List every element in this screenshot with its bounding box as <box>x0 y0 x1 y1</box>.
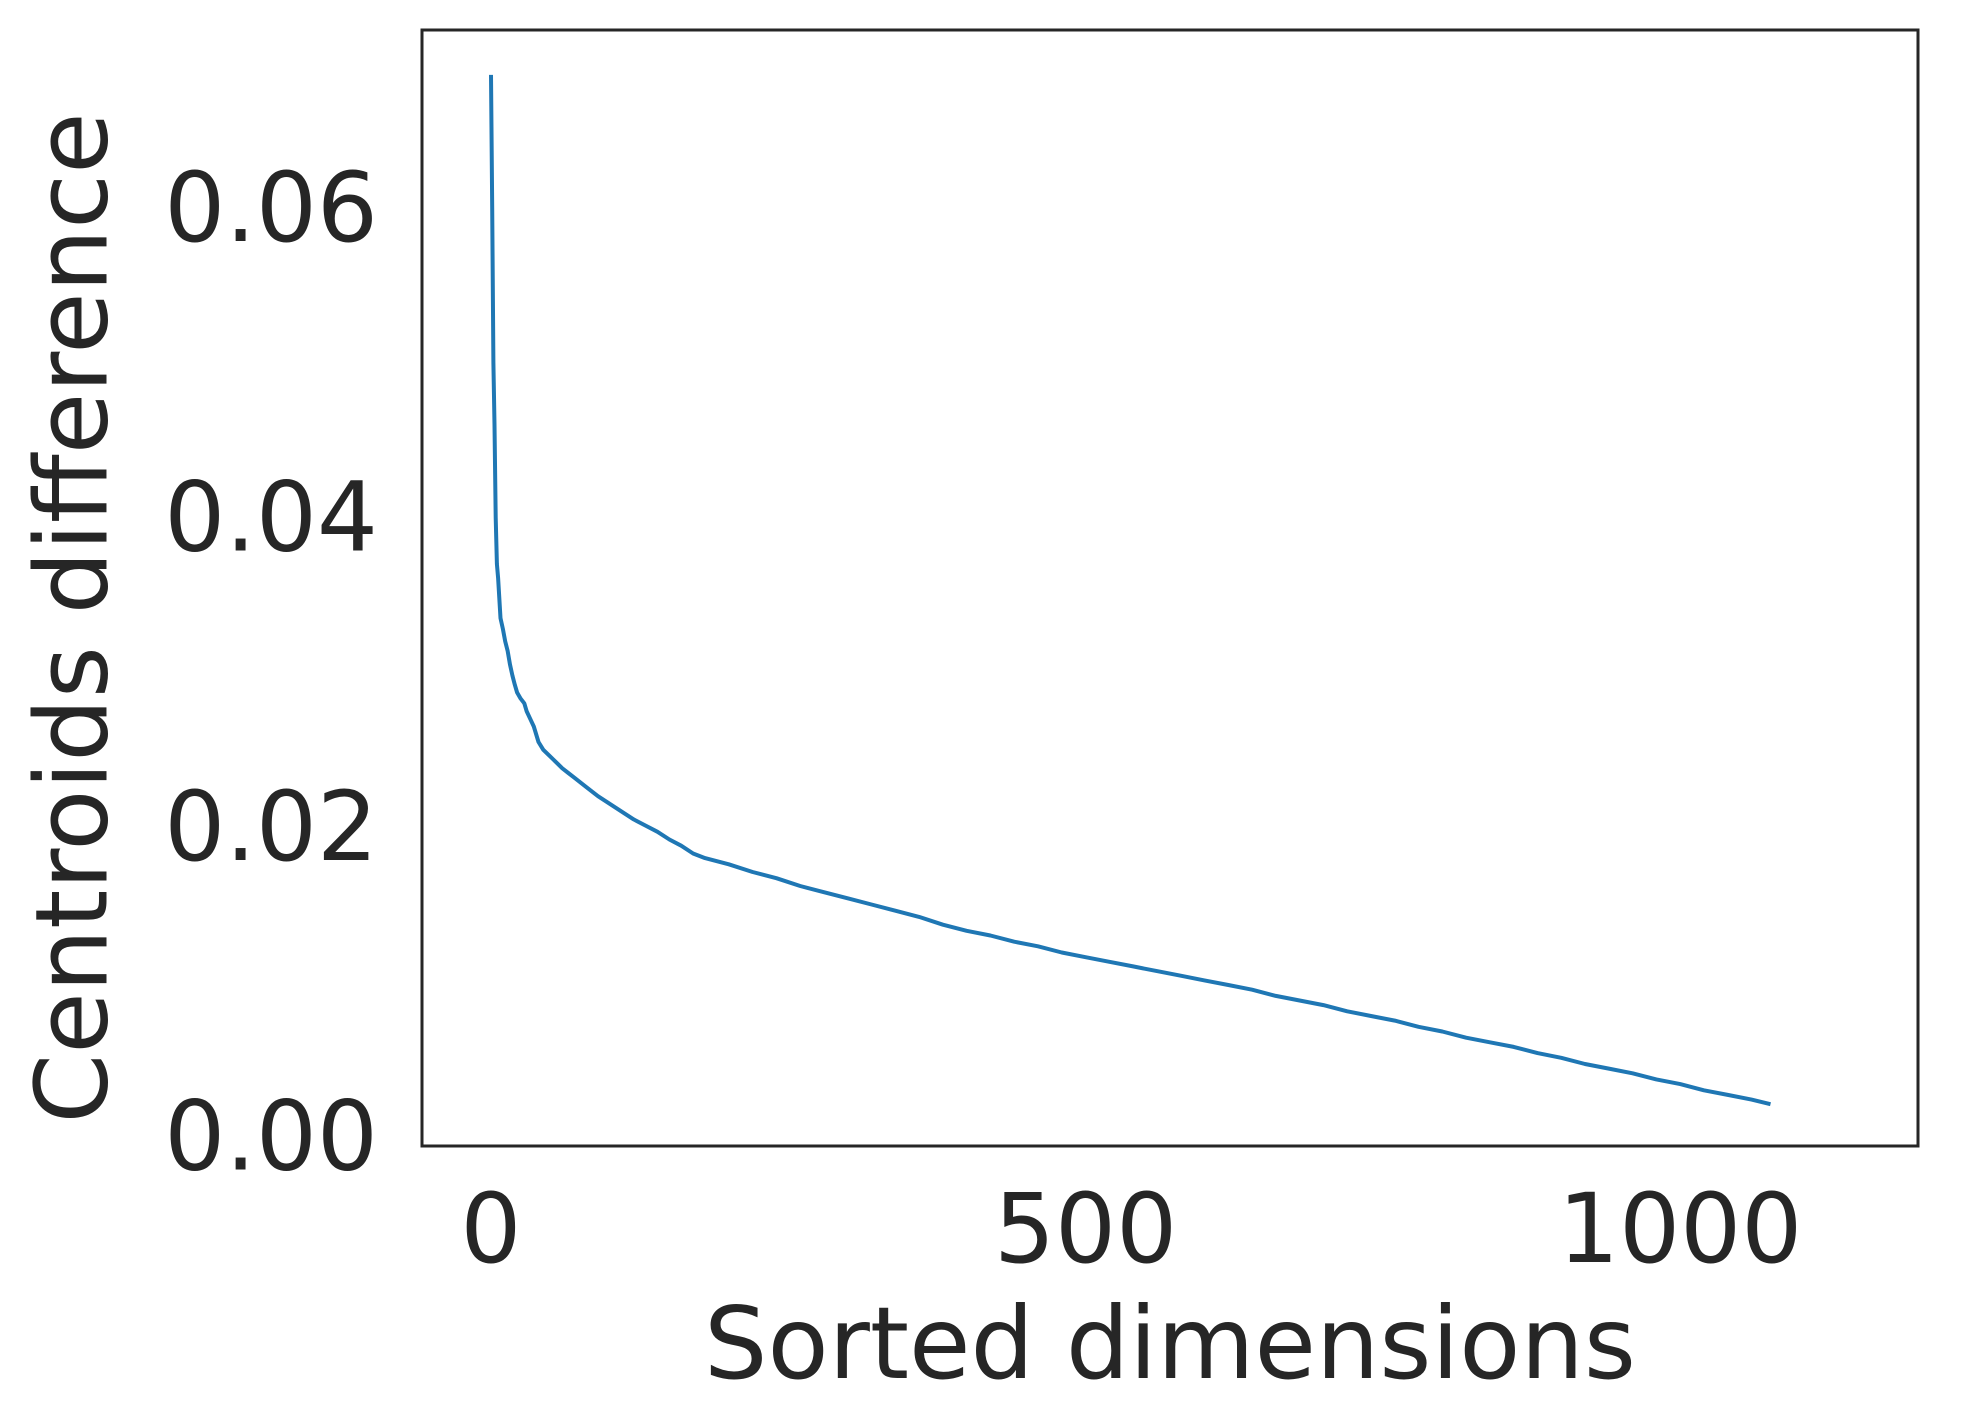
x-tick-label: 1000 <box>1558 1173 1802 1285</box>
y-axis-label: Centroids difference <box>14 112 131 1123</box>
y-tick-label: 0.02 <box>164 771 378 883</box>
plot-frame <box>420 28 1920 1148</box>
x-axis-label: Sorted dimensions <box>704 1285 1636 1402</box>
x-tick-label: 500 <box>994 1173 1177 1285</box>
y-tick-label: 0.06 <box>164 152 378 264</box>
y-tick-label: 0.04 <box>164 462 378 574</box>
x-tick-label: 0 <box>460 1173 521 1285</box>
y-tick-labels: 0.00 0.02 0.04 0.06 <box>164 152 378 1193</box>
y-tick-label: 0.00 <box>164 1081 378 1193</box>
plot-area <box>489 74 1771 1107</box>
series-line-0 <box>489 74 1771 1107</box>
x-tick-labels: 0 500 1000 <box>460 1173 1802 1285</box>
